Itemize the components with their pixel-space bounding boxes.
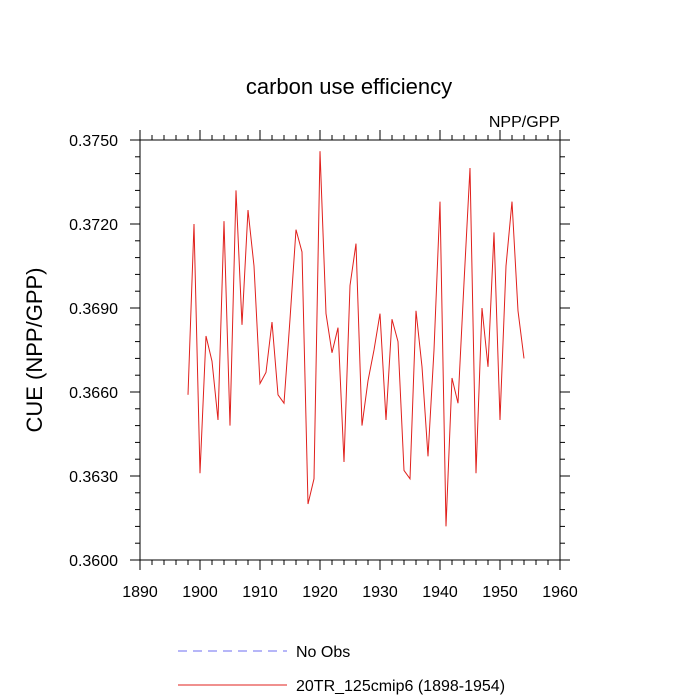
y-tick-label: 0.3660	[69, 385, 118, 402]
y-tick-label: 0.3750	[69, 133, 118, 150]
plot-frame	[139, 139, 561, 561]
legend: No Obs 20TR_125cmip6 (1898-1954)	[178, 644, 505, 695]
series-line	[187, 151, 525, 527]
legend-label: No Obs	[296, 644, 350, 661]
legend-label: 20TR_125cmip6 (1898-1954)	[296, 678, 505, 695]
y-tick-label: 0.3600	[69, 553, 118, 570]
x-tick-label: 1890	[122, 584, 158, 601]
x-tick-label: 1900	[182, 584, 218, 601]
chart-subtitle: NPP/GPP	[489, 114, 560, 131]
x-tick-label: 1930	[362, 584, 398, 601]
x-tick-label: 1940	[422, 584, 458, 601]
x-tick-label: 1920	[302, 584, 338, 601]
chart-title: carbon use efficiency	[246, 74, 452, 99]
y-tick-label: 0.3720	[69, 217, 118, 234]
x-tick-label: 1910	[242, 584, 278, 601]
y-tick-label: 0.3690	[69, 301, 118, 318]
y-axis-label: CUE (NPP/GPP)	[22, 267, 47, 432]
x-tick-label: 1960	[542, 584, 578, 601]
y-tick-label: 0.3630	[69, 469, 118, 486]
x-tick-label: 1950	[482, 584, 518, 601]
